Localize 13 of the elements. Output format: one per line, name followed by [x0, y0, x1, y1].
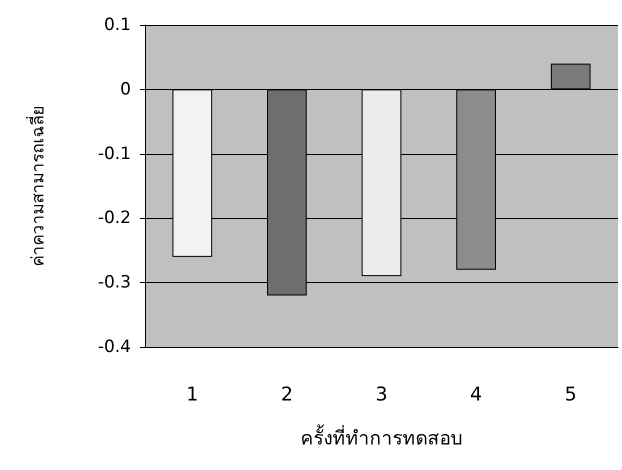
x-tick-label: 1	[186, 384, 198, 406]
y-tick-label: -0.3	[98, 272, 131, 293]
x-tick-label: 3	[375, 384, 388, 406]
y-tick-label: -0.1	[98, 144, 131, 164]
y-tick-label: -0.4	[98, 337, 131, 357]
x-tick-label: 4	[470, 384, 482, 406]
y-tick-label: -0.2	[98, 208, 131, 228]
y-tick-label: 0	[120, 79, 131, 100]
x-axis-title: ครั้งที่ทำการทดสอบ	[300, 424, 462, 450]
x-tick-label: 5	[564, 384, 577, 406]
x-tick-label: 2	[280, 384, 293, 406]
y-tick-label: 0.1	[104, 15, 131, 35]
y-axis-title: ค่าความสามารถเฉลี่ย	[26, 106, 48, 266]
